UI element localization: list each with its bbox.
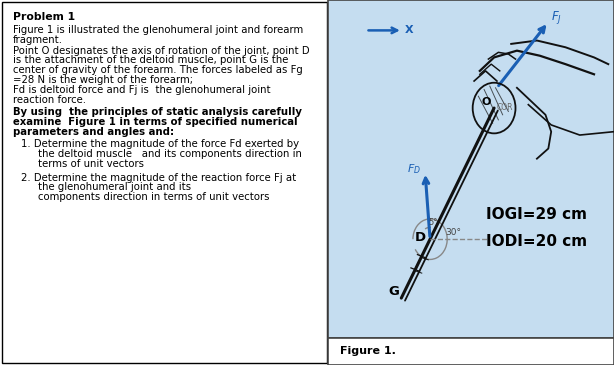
Text: O: O bbox=[481, 97, 491, 107]
Text: COR: COR bbox=[497, 103, 513, 112]
FancyBboxPatch shape bbox=[328, 0, 614, 338]
Text: $F_D$: $F_D$ bbox=[406, 162, 421, 176]
Text: $F_G$ = 28N: $F_G$ = 28N bbox=[403, 355, 446, 365]
Text: 30°: 30° bbox=[446, 228, 462, 237]
Text: terms of unit vectors: terms of unit vectors bbox=[38, 159, 144, 169]
Text: Problem 1: Problem 1 bbox=[13, 12, 76, 22]
Text: examine  Figure 1 in terms of specified numerical: examine Figure 1 in terms of specified n… bbox=[13, 117, 298, 127]
Text: IODI=20 cm: IODI=20 cm bbox=[486, 234, 586, 249]
Text: the deltoid muscle   and its components direction in: the deltoid muscle and its components di… bbox=[38, 149, 301, 159]
Text: parameters and angles and:: parameters and angles and: bbox=[13, 127, 174, 137]
Text: Figure 1.: Figure 1. bbox=[340, 346, 396, 356]
Text: D: D bbox=[414, 231, 426, 244]
FancyBboxPatch shape bbox=[328, 338, 614, 365]
Text: 1. Determine the magnitude of the force Fd exerted by: 1. Determine the magnitude of the force … bbox=[21, 139, 300, 149]
Text: reaction force.: reaction force. bbox=[13, 95, 86, 105]
Text: is the attachment of the deltoid muscle, point G is the: is the attachment of the deltoid muscle,… bbox=[13, 55, 289, 65]
Text: 2. Determine the magnitude of the reaction force Fj at: 2. Determine the magnitude of the reacti… bbox=[21, 173, 297, 182]
Text: Fd is deltoid force and Fj is  the glenohumeral joint: Fd is deltoid force and Fj is the glenoh… bbox=[13, 85, 271, 95]
Text: the glenohumeral joint and its: the glenohumeral joint and its bbox=[38, 182, 191, 192]
Text: $F_J$: $F_J$ bbox=[551, 9, 562, 26]
Text: Figure 1 is illustrated the glenohumeral joint and forearm: Figure 1 is illustrated the glenohumeral… bbox=[13, 25, 303, 35]
Text: =28 N is the weight of the forearm;: =28 N is the weight of the forearm; bbox=[13, 75, 193, 85]
Text: By using  the principles of static analysis carefully: By using the principles of static analys… bbox=[13, 107, 302, 117]
FancyBboxPatch shape bbox=[2, 2, 327, 363]
Text: components direction in terms of unit vectors: components direction in terms of unit ve… bbox=[38, 192, 270, 202]
Text: fragment.: fragment. bbox=[13, 35, 63, 45]
Text: center of gravity of the forearm. The forces labeled as Fg: center of gravity of the forearm. The fo… bbox=[13, 65, 303, 75]
Text: IOGI=29 cm: IOGI=29 cm bbox=[486, 207, 586, 222]
Text: 5°: 5° bbox=[429, 218, 438, 227]
Text: X: X bbox=[405, 25, 414, 35]
Text: G: G bbox=[389, 285, 399, 298]
Text: Point O designates the axis of rotation of the joint, point D: Point O designates the axis of rotation … bbox=[13, 46, 310, 55]
